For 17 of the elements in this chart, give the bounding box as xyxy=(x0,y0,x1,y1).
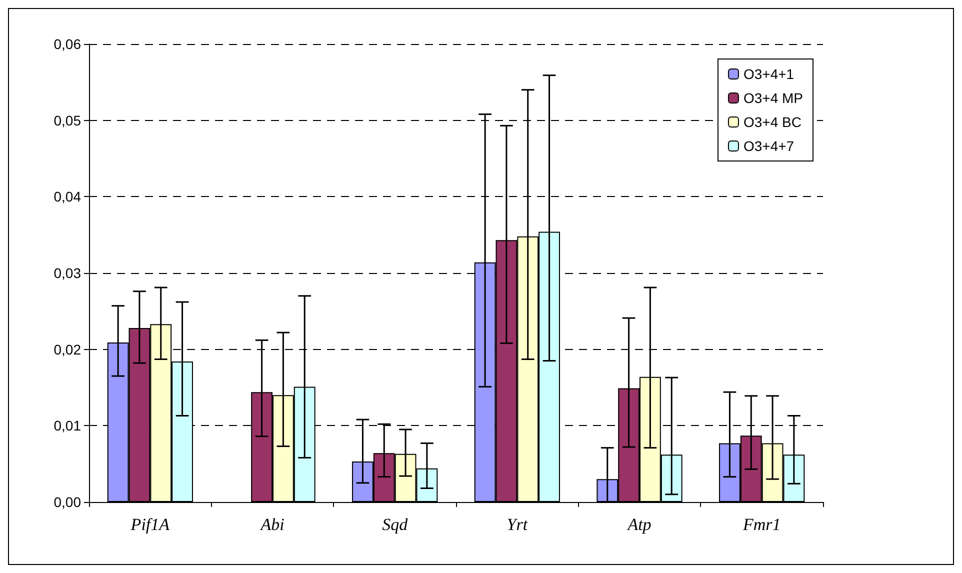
legend-label: O3+4 BC xyxy=(743,114,802,130)
y-tick-label: 0,01 xyxy=(54,418,82,434)
y-tick-label: 0,04 xyxy=(54,188,82,205)
x-tick-label: Fmr1 xyxy=(742,515,781,534)
x-tick-label: Atp xyxy=(626,515,652,534)
y-tick-label: 0,03 xyxy=(54,265,82,281)
legend-label: O3+4+7 xyxy=(743,138,794,154)
y-tick-label: 0,05 xyxy=(54,112,82,128)
x-tick-label: Sqd xyxy=(382,515,408,534)
legend-label: O3+4+1 xyxy=(743,66,794,82)
y-tick-label: 0,00 xyxy=(54,494,82,510)
x-tick-label: Pif1A xyxy=(130,515,170,534)
x-tick-label: Yrt xyxy=(506,515,529,534)
y-tick-label: 0,06 xyxy=(54,36,82,52)
x-tick-label: Abi xyxy=(260,515,285,534)
y-tick-label: 0,02 xyxy=(54,341,82,358)
legend-label: O3+4 MP xyxy=(743,90,804,106)
